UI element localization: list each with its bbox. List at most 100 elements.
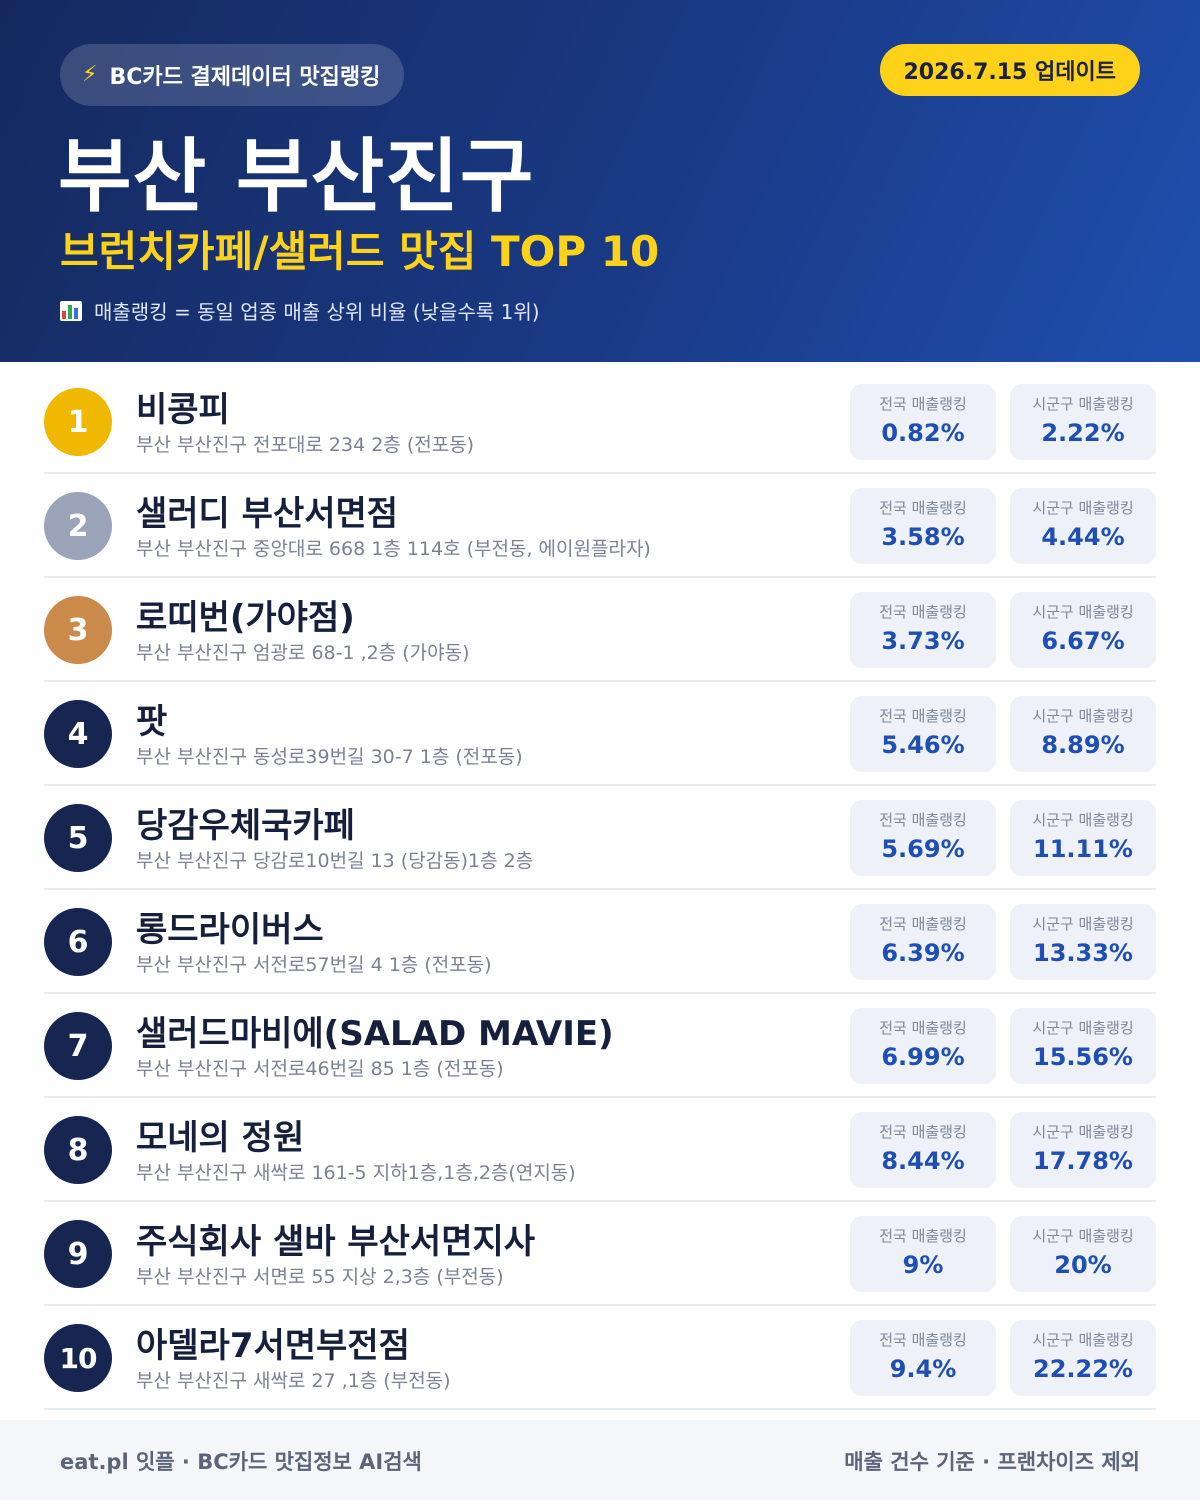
district-ranking-label: 시군구 매출랭킹 <box>1032 1227 1134 1245</box>
national-ranking-box: 전국 매출랭킹 3.73% <box>850 592 996 668</box>
restaurant-address: 부산 부산진구 동성로39번길 30-7 1층 (전포동) <box>136 746 523 768</box>
district-ranking-label: 시군구 매출랭킹 <box>1032 1331 1134 1349</box>
restaurant-name: 롱드라이버스 <box>136 910 324 950</box>
list-item[interactable]: 1 비콩피 부산 부산진구 전포대로 234 2층 (전포동) 전국 매출랭킹 … <box>44 370 1156 474</box>
national-ranking-label: 전국 매출랭킹 <box>879 395 967 413</box>
restaurant-address: 부산 부산진구 전포대로 234 2층 (전포동) <box>136 434 475 456</box>
ranking-list: 1 비콩피 부산 부산진구 전포대로 234 2층 (전포동) 전국 매출랭킹 … <box>44 370 1156 1410</box>
district-ranking-box: 시군구 매출랭킹 4.44% <box>1010 488 1156 564</box>
district-ranking-box: 시군구 매출랭킹 15.56% <box>1010 1008 1156 1084</box>
district-ranking-box: 시군구 매출랭킹 2.22% <box>1010 384 1156 460</box>
district-ranking-value: 4.44% <box>1041 523 1125 551</box>
restaurant-address: 부산 부산진구 서전로57번길 4 1층 (전포동) <box>136 954 492 976</box>
national-ranking-label: 전국 매출랭킹 <box>879 603 967 621</box>
restaurant-name: 샐러디 부산서면점 <box>136 494 399 534</box>
footer-criteria: 매출 건수 기준 · 프랜차이즈 제외 <box>844 1450 1140 1474</box>
page-title: 부산 부산진구 <box>58 130 535 223</box>
ranking-note: 매출랭킹 = 동일 업종 매출 상위 비율 (낮을수록 1위) <box>60 296 540 325</box>
national-ranking-value: 9.4% <box>889 1355 957 1383</box>
district-ranking-label: 시군구 매출랭킹 <box>1032 1123 1134 1141</box>
national-ranking-box: 전국 매출랭킹 0.82% <box>850 384 996 460</box>
district-ranking-box: 시군구 매출랭킹 6.67% <box>1010 592 1156 668</box>
list-item[interactable]: 3 로띠번(가야점) 부산 부산진구 엄광로 68-1 ,2층 (가야동) 전국… <box>44 578 1156 682</box>
list-item[interactable]: 6 롱드라이버스 부산 부산진구 서전로57번길 4 1층 (전포동) 전국 매… <box>44 890 1156 994</box>
list-item[interactable]: 10 아델라7서면부전점 부산 부산진구 새싹로 27 ,1층 (부전동) 전국… <box>44 1306 1156 1410</box>
restaurant-address: 부산 부산진구 새싹로 27 ,1층 (부전동) <box>136 1370 451 1392</box>
national-ranking-box: 전국 매출랭킹 6.99% <box>850 1008 996 1084</box>
restaurant-address: 부산 부산진구 엄광로 68-1 ,2층 (가야동) <box>136 642 470 664</box>
rank-badge: 3 <box>44 596 112 664</box>
national-ranking-label: 전국 매출랭킹 <box>879 915 967 933</box>
national-ranking-value: 8.44% <box>881 1147 965 1175</box>
lightning-icon: ⚡ <box>82 62 98 87</box>
restaurant-name: 팟 <box>136 702 168 742</box>
national-ranking-box: 전국 매출랭킹 9.4% <box>850 1320 996 1396</box>
list-item[interactable]: 5 당감우체국카페 부산 부산진구 당감로10번길 13 (당감동)1층 2층 … <box>44 786 1156 890</box>
restaurant-address: 부산 부산진구 새싹로 161-5 지하1층,1층,2층(연지동) <box>136 1162 576 1184</box>
national-ranking-label: 전국 매출랭킹 <box>879 707 967 725</box>
district-ranking-box: 시군구 매출랭킹 8.89% <box>1010 696 1156 772</box>
list-item[interactable]: 9 주식회사 샐바 부산서면지사 부산 부산진구 서면로 55 지상 2,3층 … <box>44 1202 1156 1306</box>
page-subtitle: 브런치카페/샐러드 맛집 TOP 10 <box>60 227 660 276</box>
source-badge-label: BC카드 결제데이터 맛집랭킹 <box>109 65 381 90</box>
district-ranking-label: 시군구 매출랭킹 <box>1032 811 1134 829</box>
footer: eat.pl 잇플 · BC카드 맛집정보 AI검색 매출 건수 기준 · 프랜… <box>0 1420 1200 1500</box>
rank-badge: 7 <box>44 1012 112 1080</box>
national-ranking-label: 전국 매출랭킹 <box>879 1123 967 1141</box>
district-ranking-label: 시군구 매출랭킹 <box>1032 603 1134 621</box>
rank-badge: 8 <box>44 1116 112 1184</box>
district-ranking-box: 시군구 매출랭킹 20% <box>1010 1216 1156 1292</box>
restaurant-name: 주식회사 샐바 부산서면지사 <box>136 1222 536 1262</box>
national-ranking-value: 3.73% <box>881 627 965 655</box>
national-ranking-value: 9% <box>902 1251 944 1279</box>
district-ranking-label: 시군구 매출랭킹 <box>1032 395 1134 413</box>
source-badge: ⚡ BC카드 결제데이터 맛집랭킹 <box>60 44 405 106</box>
district-ranking-label: 시군구 매출랭킹 <box>1032 707 1134 725</box>
restaurant-name: 로띠번(가야점) <box>136 598 355 638</box>
header-banner: ⚡ BC카드 결제데이터 맛집랭킹 2026.7.15 업데이트 부산 부산진구… <box>0 0 1200 362</box>
list-item[interactable]: 8 모네의 정원 부산 부산진구 새싹로 161-5 지하1층,1층,2층(연지… <box>44 1098 1156 1202</box>
rank-badge: 5 <box>44 804 112 872</box>
national-ranking-value: 5.69% <box>881 835 965 863</box>
update-badge: 2026.7.15 업데이트 <box>879 44 1140 96</box>
national-ranking-label: 전국 매출랭킹 <box>879 811 967 829</box>
district-ranking-label: 시군구 매출랭킹 <box>1032 915 1134 933</box>
restaurant-address: 부산 부산진구 당감로10번길 13 (당감동)1층 2층 <box>136 850 534 872</box>
district-ranking-value: 13.33% <box>1033 939 1133 967</box>
restaurant-name: 비콩피 <box>136 390 230 430</box>
district-ranking-value: 6.67% <box>1041 627 1125 655</box>
national-ranking-label: 전국 매출랭킹 <box>879 1019 967 1037</box>
national-ranking-box: 전국 매출랭킹 3.58% <box>850 488 996 564</box>
rank-badge: 4 <box>44 700 112 768</box>
national-ranking-value: 3.58% <box>881 523 965 551</box>
footer-source: eat.pl 잇플 · BC카드 맛집정보 AI검색 <box>60 1450 422 1474</box>
district-ranking-box: 시군구 매출랭킹 17.78% <box>1010 1112 1156 1188</box>
restaurant-address: 부산 부산진구 서면로 55 지상 2,3층 (부전동) <box>136 1266 504 1288</box>
district-ranking-value: 20% <box>1054 1251 1112 1279</box>
district-ranking-box: 시군구 매출랭킹 22.22% <box>1010 1320 1156 1396</box>
national-ranking-box: 전국 매출랭킹 6.39% <box>850 904 996 980</box>
rank-badge: 9 <box>44 1220 112 1288</box>
district-ranking-value: 11.11% <box>1033 835 1133 863</box>
national-ranking-label: 전국 매출랭킹 <box>879 499 967 517</box>
list-item[interactable]: 7 샐러드마비에(SALAD MAVIE) 부산 부산진구 서전로46번길 85… <box>44 994 1156 1098</box>
rank-badge: 2 <box>44 492 112 560</box>
district-ranking-label: 시군구 매출랭킹 <box>1032 499 1134 517</box>
ranking-note-text: 매출랭킹 = 동일 업종 매출 상위 비율 (낮을수록 1위) <box>94 300 540 324</box>
district-ranking-label: 시군구 매출랭킹 <box>1032 1019 1134 1037</box>
list-item[interactable]: 4 팟 부산 부산진구 동성로39번길 30-7 1층 (전포동) 전국 매출랭… <box>44 682 1156 786</box>
district-ranking-value: 15.56% <box>1033 1043 1133 1071</box>
restaurant-name: 당감우체국카페 <box>136 806 355 846</box>
national-ranking-label: 전국 매출랭킹 <box>879 1331 967 1349</box>
national-ranking-box: 전국 매출랭킹 5.46% <box>850 696 996 772</box>
district-ranking-value: 2.22% <box>1041 419 1125 447</box>
bar-chart-icon <box>60 300 82 321</box>
list-item[interactable]: 2 샐러디 부산서면점 부산 부산진구 중앙대로 668 1층 114호 (부전… <box>44 474 1156 578</box>
restaurant-address: 부산 부산진구 중앙대로 668 1층 114호 (부전동, 에이원플라자) <box>136 538 651 560</box>
national-ranking-value: 6.99% <box>881 1043 965 1071</box>
national-ranking-value: 0.82% <box>881 419 965 447</box>
national-ranking-value: 5.46% <box>881 731 965 759</box>
restaurant-name: 샐러드마비에(SALAD MAVIE) <box>136 1014 614 1054</box>
restaurant-name: 아델라7서면부전점 <box>136 1326 410 1366</box>
national-ranking-label: 전국 매출랭킹 <box>879 1227 967 1245</box>
